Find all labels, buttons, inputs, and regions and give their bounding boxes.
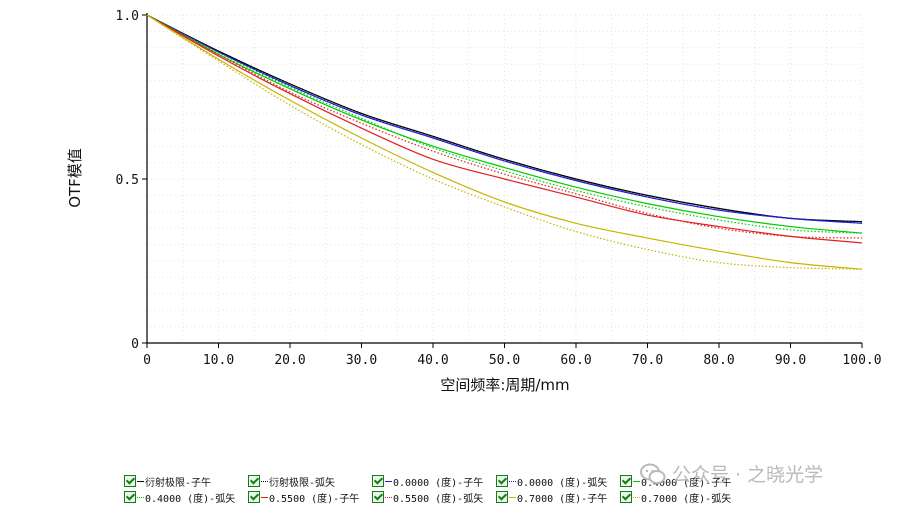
legend-swatch <box>633 480 640 482</box>
checkbox-icon[interactable] <box>124 475 136 487</box>
legend-label: 0.5500 (度)-弧矢 <box>393 493 484 505</box>
x-tick-label: 80.0 <box>703 353 734 368</box>
legend-item[interactable]: 衍射极限-子午 <box>124 474 248 489</box>
legend-item[interactable]: 0.5500 (度)-子午 <box>248 490 372 505</box>
x-tick-label: 50.0 <box>489 353 520 368</box>
series-line-1 <box>146 14 863 223</box>
legend-item[interactable]: 0.0000 (度)-弧矢 <box>496 474 620 489</box>
legend-swatch <box>261 496 268 498</box>
x-tick-label: 20.0 <box>274 353 305 368</box>
tick-labels: 0 10.0 20.0 30.0 40.0 50.0 60.0 70.0 80.0 90.0 100… <box>116 9 882 368</box>
legend-item[interactable]: 0.0000 (度)-子午 <box>372 474 496 489</box>
checkbox-icon[interactable] <box>248 475 260 487</box>
chart-legend: 衍射极限-子午 衍射极限-弧矢 0.0000 (度)-子午 0.0000 (度)-弧矢… <box>124 474 764 505</box>
checkbox-icon[interactable] <box>372 491 384 503</box>
x-tick-label: 0 <box>143 353 151 368</box>
checkbox-icon[interactable] <box>620 491 632 503</box>
y-axis-title: OTF模值 <box>66 148 84 208</box>
legend-swatch <box>137 496 144 498</box>
x-tick-label: 40.0 <box>417 353 448 368</box>
legend-swatch <box>509 496 516 498</box>
x-tick-label: 90.0 <box>775 353 806 368</box>
legend-item[interactable]: 0.7000 (度)-子午 <box>496 490 620 505</box>
wechat-icon <box>640 463 666 484</box>
legend-item[interactable]: 0.4000 (度)-弧矢 <box>124 490 248 505</box>
legend-swatch <box>385 496 392 498</box>
axes <box>142 13 863 348</box>
series-line-7 <box>146 14 863 239</box>
series-line-4 <box>146 14 863 234</box>
series-line-5 <box>146 14 863 234</box>
legend-item[interactable]: 0.7000 (度)-弧矢 <box>620 490 744 505</box>
x-tick-label: 30.0 <box>346 353 377 368</box>
series-line-8 <box>146 14 863 270</box>
legend-swatch <box>633 496 640 498</box>
checkbox-icon[interactable] <box>248 491 260 503</box>
x-tick-label: 60.0 <box>560 353 591 368</box>
checkbox-icon[interactable] <box>496 491 508 503</box>
watermark-text: 公众号 · 之晓光学 <box>672 464 824 486</box>
legend-label: 衍射极限-弧矢 <box>269 477 336 489</box>
legend-label: 0.4000 (度)-子午 <box>641 477 732 489</box>
watermark: 公众号 · 之晓光学 <box>640 460 823 487</box>
x-tick-label: 10.0 <box>203 353 234 368</box>
y-tick-label: 1.0 <box>116 9 139 24</box>
x-tick-label: 100.0 <box>842 353 881 368</box>
checkbox-icon[interactable] <box>496 475 508 487</box>
series-line-9 <box>146 14 863 270</box>
checkbox-icon[interactable] <box>124 491 136 503</box>
legend-label: 0.0000 (度)-弧矢 <box>517 477 608 489</box>
y-tick-label: 0 <box>131 337 139 352</box>
series-line-6 <box>146 14 863 244</box>
series-line-2 <box>146 14 863 224</box>
legend-swatch <box>509 480 516 482</box>
legend-label: 0.5500 (度)-子午 <box>269 493 360 505</box>
legend-swatch <box>385 480 392 482</box>
x-axis-title: 空间频率:周期/mm <box>440 376 569 394</box>
y-tick-label: 0.5 <box>116 173 139 188</box>
legend-swatch <box>261 480 268 482</box>
legend-item[interactable]: 0.5500 (度)-弧矢 <box>372 490 496 505</box>
series-group <box>146 14 863 270</box>
legend-item[interactable]: 0.4000 (度)-子午 <box>620 474 744 489</box>
legend-label: 0.4000 (度)-弧矢 <box>145 493 236 505</box>
legend-label: 衍射极限-子午 <box>145 477 212 489</box>
legend-label: 0.7000 (度)-子午 <box>517 493 608 505</box>
checkbox-icon[interactable] <box>372 475 384 487</box>
checkbox-icon[interactable] <box>620 475 632 487</box>
x-tick-label: 70.0 <box>632 353 663 368</box>
legend-swatch <box>137 480 144 482</box>
series-line-0 <box>146 14 863 223</box>
legend-label: 0.7000 (度)-弧矢 <box>641 493 732 505</box>
legend-item[interactable]: 衍射极限-弧矢 <box>248 474 372 489</box>
legend-label: 0.0000 (度)-子午 <box>393 477 484 489</box>
